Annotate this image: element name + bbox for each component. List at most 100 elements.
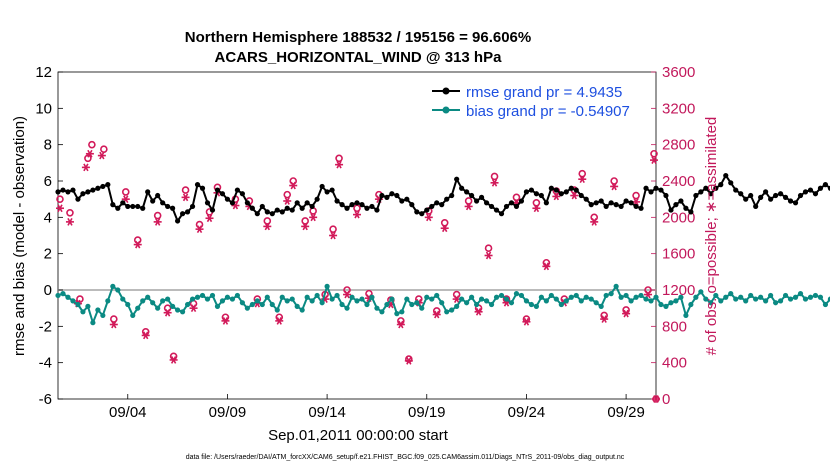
bias-data-point (259, 301, 265, 308)
obs-assimilated-marker (652, 395, 660, 403)
rmse-data-point (339, 202, 345, 208)
obs-assimilated-stroke (442, 224, 448, 233)
bias-data-point (299, 307, 305, 313)
y-tick-label: 2 (44, 246, 52, 263)
obs-assimilated-stroke (284, 197, 290, 205)
obs-assimilated-marker (141, 331, 150, 340)
bias-data-point (384, 301, 390, 308)
bias-data-point (219, 298, 226, 304)
y-tick-label: 12 (35, 64, 52, 81)
bias-data-point (807, 294, 814, 300)
x-tick-label: 09/24 (508, 404, 546, 421)
bias-data-point (483, 298, 490, 304)
obs-assimilated-stroke (571, 191, 577, 200)
y2-tick-label: 400 (662, 355, 687, 372)
obs-possible-marker (76, 295, 84, 303)
rmse-data-point (204, 200, 211, 206)
obs-assimilated-marker (590, 218, 599, 226)
obs-assimilated-stroke (206, 214, 213, 223)
bias-data-point (533, 303, 540, 309)
bias-data-point (663, 303, 669, 309)
rmse-data-point (538, 192, 544, 199)
y2-tick-label: 3200 (662, 100, 695, 117)
legend: rmse grand pr = 4.9435 bias grand pr = -… (432, 84, 630, 120)
obs-assimilated-stroke (485, 251, 492, 260)
bias-data-point (404, 296, 410, 302)
bias-data-point (239, 300, 245, 306)
obs-assimilated-marker (542, 262, 551, 271)
obs-possible-marker (88, 140, 96, 149)
obs-assimilated-marker (396, 320, 405, 329)
obs-assimilated-marker (404, 356, 413, 365)
obs-assimilated-marker (205, 214, 214, 223)
obs-possible-marker (301, 217, 309, 225)
obs-possible-marker (84, 154, 92, 163)
bias-data-point (294, 303, 300, 309)
bias-data-point (498, 292, 505, 299)
rmse-data-point (135, 203, 141, 210)
bias-data-point (748, 292, 754, 299)
rmse-data-point (782, 194, 789, 200)
rmse-data-point (65, 189, 71, 195)
bias-data-point (503, 296, 510, 302)
bias-data-point (603, 292, 609, 299)
obs-assimilated-stroke (154, 218, 161, 226)
rmse-data-point (748, 192, 754, 199)
y-tick-label: 8 (44, 137, 52, 154)
rmse-data-point (55, 189, 61, 195)
rmse-data-point (738, 191, 744, 197)
rmse-data-point (648, 189, 654, 195)
obs-assimilated-stroke (453, 295, 460, 303)
y2-tick-label: 0 (662, 391, 670, 408)
x-tick-label: 09/19 (408, 404, 446, 421)
rmse-data-point (140, 205, 146, 211)
rmse-data-point (209, 207, 216, 213)
y2-tick-label: 2400 (662, 173, 695, 190)
rmse-data-point (434, 200, 440, 206)
obs-assimilated-marker (153, 218, 162, 226)
axis-ticks: -6 -4 -2 0 2 4 6 8 10 12 0 400 800 1200 1600 2000 2400 28… (35, 64, 695, 421)
rmse-data-point (802, 189, 809, 195)
bias-data-point (628, 298, 634, 304)
bias-data-point (718, 298, 724, 304)
obs-assimilated-marker (97, 151, 106, 160)
obs-assimilated-stroke (336, 160, 342, 169)
rmse-data-point (797, 192, 804, 199)
bias-data-point (608, 291, 614, 297)
bias-data-point (613, 283, 619, 289)
rmse-data-point (85, 189, 91, 195)
rmse-data-point (548, 185, 554, 191)
obs-possible-marker (181, 186, 190, 194)
rmse-data-point (683, 205, 689, 211)
rmse-data-point (673, 202, 679, 208)
bias-data-point (469, 294, 475, 300)
bias-data-point (464, 300, 470, 306)
obs-possible-marker (121, 188, 130, 196)
obs-possible-marker (578, 169, 587, 178)
bias-data-point (175, 307, 181, 313)
obs-possible-marker (335, 154, 343, 163)
rmse-data-point (758, 194, 764, 200)
y2-tick-label: 3600 (662, 64, 695, 81)
y2-tick-label: 2000 (662, 209, 695, 226)
rmse-data-point (513, 203, 520, 210)
obs-possible-marker (490, 172, 499, 181)
rmse-data-point (374, 207, 380, 213)
rmse-data-point (110, 202, 116, 208)
obs-possible-marker (512, 193, 521, 202)
bias-data-point (179, 309, 186, 315)
rmse-data-point (508, 200, 515, 206)
bias-data-point (738, 294, 744, 300)
bias-data-point (523, 298, 530, 304)
bias-data-point (768, 292, 774, 299)
rmse-data-point (563, 189, 569, 195)
bias-data-point (254, 298, 260, 304)
bias-data-point (822, 301, 829, 308)
bias-data-point (399, 309, 405, 315)
obs-assimilated-marker (189, 304, 198, 313)
bias-data-point (160, 298, 166, 304)
bias-data-point (344, 305, 350, 311)
bias-data-point (374, 305, 380, 311)
obs-assimilated-marker (622, 309, 631, 318)
